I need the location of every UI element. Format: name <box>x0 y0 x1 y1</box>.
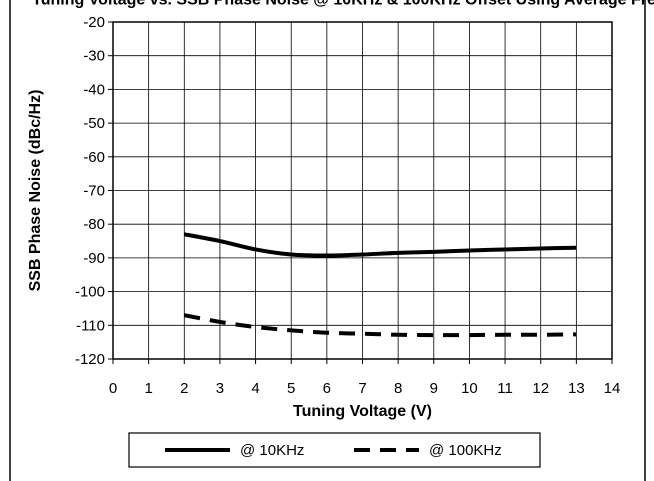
x-tick-label-6: 6 <box>323 380 331 397</box>
series-line-1 <box>183 313 577 338</box>
y-axis-title: SSB Phase Noise (dBc/Hz) <box>27 90 44 292</box>
x-axis-ticks: 0 1 2 3 4 5 6 7 8 9 10 11 12 13 14 <box>109 359 621 397</box>
x-tick-label-12: 12 <box>532 380 549 397</box>
y-tick-label-9: -110 <box>76 317 105 334</box>
x-tick-label-2: 2 <box>180 380 188 397</box>
x-tick-label-0: 0 <box>109 380 117 397</box>
x-tick-label-11: 11 <box>497 380 513 397</box>
y-tick-label-8: -100 <box>75 284 105 301</box>
y-tick-label-7: -90 <box>83 250 105 267</box>
x-tick-label-8: 8 <box>394 380 402 397</box>
chart-title: Tuning Voltage vs. SSB Phase Noise @ 10K… <box>32 0 654 8</box>
y-tick-label-0: -20 <box>83 14 105 31</box>
y-tick-label-10: -120 <box>75 351 105 368</box>
legend: @ 10KHz @ 100KHz <box>165 442 502 459</box>
x-tick-label-3: 3 <box>216 380 224 397</box>
x-tick-label-1: 1 <box>144 380 152 397</box>
y-tick-label-5: -70 <box>83 183 105 200</box>
x-tick-label-9: 9 <box>430 380 438 397</box>
legend-box <box>128 432 541 468</box>
x-tick-label-10: 10 <box>461 380 478 397</box>
x-tick-label-13: 13 <box>568 380 585 397</box>
x-tick-label-4: 4 <box>251 380 259 397</box>
y-tick-label-3: -50 <box>83 115 105 132</box>
x-axis-title: Tuning Voltage (V) <box>293 403 432 420</box>
x-tick-label-14: 14 <box>604 380 621 397</box>
x-tick-label-7: 7 <box>358 380 366 397</box>
series-lines <box>183 232 577 338</box>
y-tick-label-4: -60 <box>83 149 105 166</box>
x-tick-label-5: 5 <box>287 380 295 397</box>
y-tick-label-2: -40 <box>83 81 105 98</box>
legend-label-0: @ 10KHz <box>240 442 304 459</box>
series-line-0 <box>183 232 577 258</box>
y-tick-label-1: -30 <box>83 48 105 65</box>
legend-label-1: @ 100KHz <box>429 442 502 459</box>
y-axis-ticks: -20 -30 -40 -50 -60 -70 -80 -90 -100 -110 -120 <box>75 14 113 368</box>
y-tick-label-6: -80 <box>83 216 105 233</box>
